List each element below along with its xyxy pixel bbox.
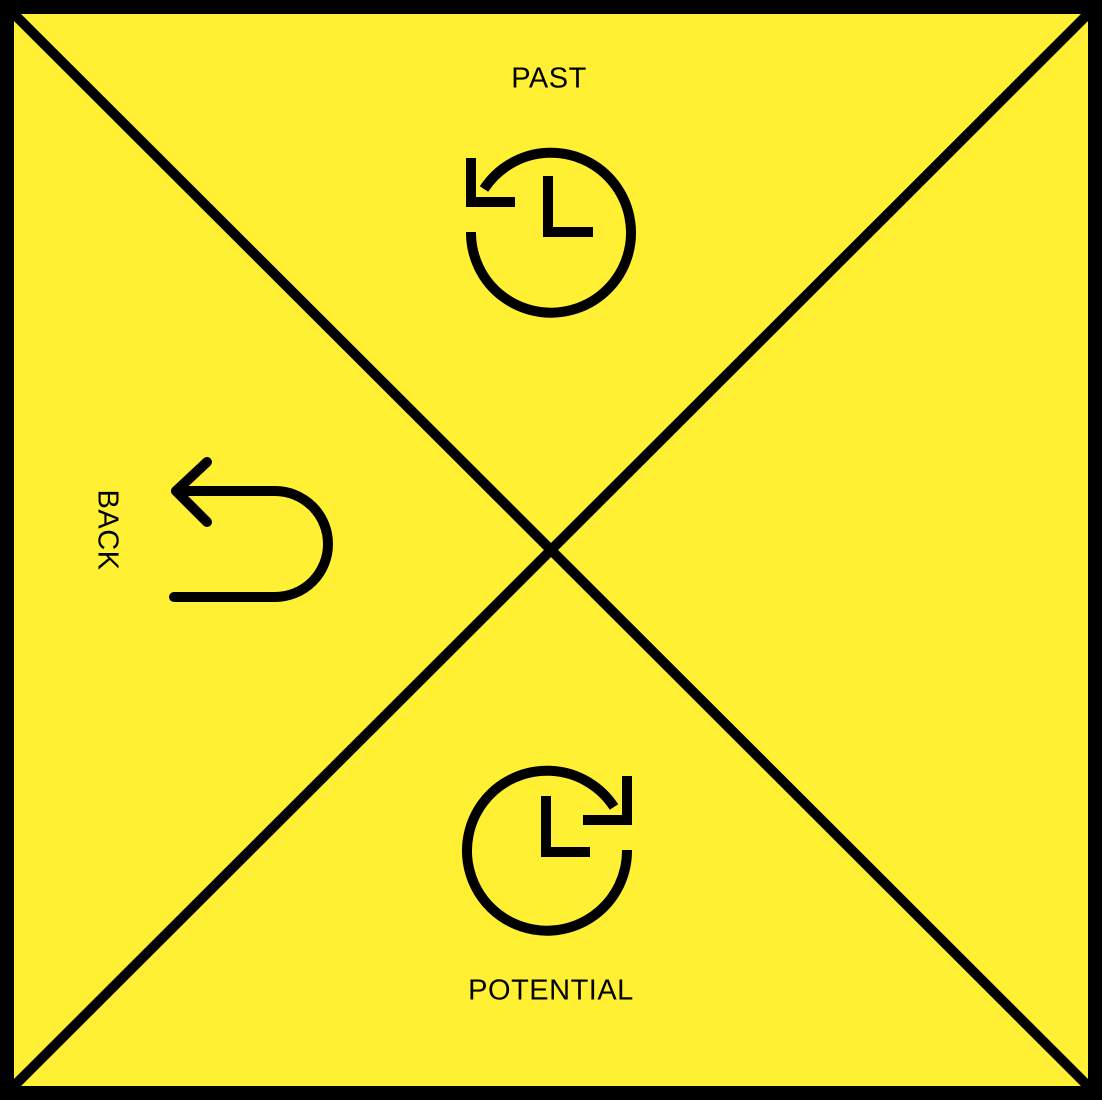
u-turn-back-arrow-icon [169,457,333,602]
future-clock-icon [462,765,633,936]
diagonal-line-top-right [8,8,1094,1092]
history-clock-icon [465,147,636,318]
quadrant-label-past: PAST [511,62,587,95]
quadrant-label-potential: POTENTIAL [468,974,634,1007]
quadrant-label-back: BACK [91,489,124,571]
